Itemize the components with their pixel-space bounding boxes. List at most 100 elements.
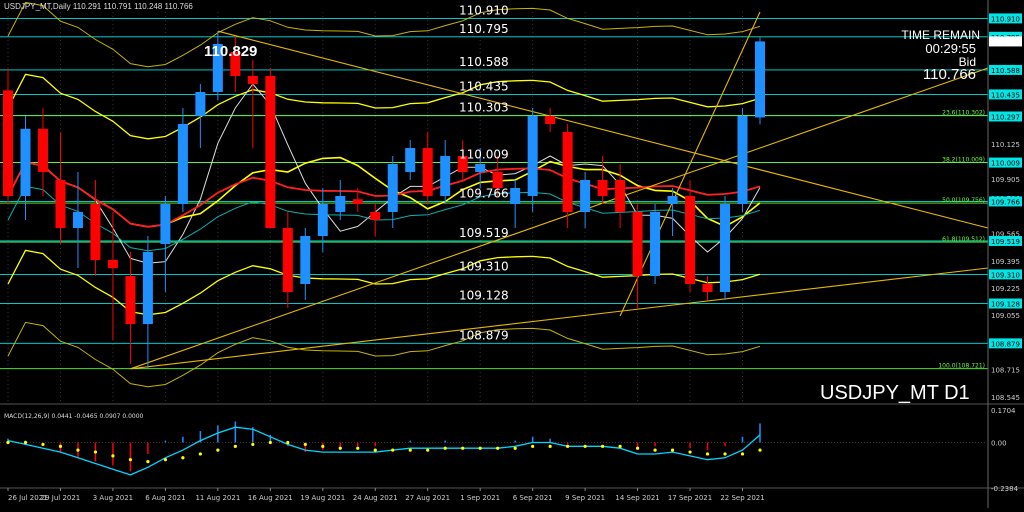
candle-body [3,90,13,196]
time-remain-value: 00:29:55 [925,41,976,56]
fib-labels: 23.6(110.302) 38.2(110.009) 50.0(109.756) 6… [938,110,985,370]
candle-body [755,41,765,118]
candle-body [405,148,416,172]
time-remain-label: TIME REMAIN [901,28,980,42]
macd-signal-dot [723,452,727,456]
candle-body [422,148,433,196]
price-tick: 109.055 [991,312,1020,320]
macd-signal-dot [758,448,762,452]
candle-body [527,116,538,196]
fib-label: 50.0(109.756) [942,197,985,204]
ma-fast [7,83,761,264]
macd-signal-dot [58,444,63,448]
price-tick: 109.905 [991,176,1020,184]
macd-line [7,426,761,476]
macd-signal-dot [513,446,517,450]
macd-signal-dot [461,446,465,450]
macd-tick: 0.1704 [991,407,1016,415]
level-label: 110.588 [459,55,509,69]
macd-signal-dot [566,444,570,448]
macd-signal-dot [216,448,220,452]
macd-signal-dot [531,444,535,448]
macd-signal-dot [76,448,80,452]
trendline [130,67,989,370]
level-label: 109.128 [459,289,509,303]
macd-signal-dot [356,446,360,450]
bid-price-tag [989,36,1022,47]
candle-body [667,196,678,204]
candle-body [352,199,363,204]
price-tick: 109.225 [991,285,1020,293]
candle-body [282,228,293,292]
fib-label: 23.6(110.302) [942,110,985,117]
time-label: 27 Aug 2021 [405,494,450,502]
candle-body [177,124,188,204]
macd-signal-dot [111,454,115,458]
fib-label: 100.0(108.721) [938,363,985,370]
bid-label: Bid [958,55,976,69]
price-tick: 109.395 [991,258,1020,266]
candle-body [685,196,696,284]
ma-teal [7,185,761,252]
candle-body [37,128,48,172]
price-tag-text: 109.310 [991,271,1020,279]
fib-label: 38.2(110.009) [942,157,985,164]
level-label: 109.310 [459,259,509,273]
macd-signal-dot [338,446,342,450]
macd-signal-dot [6,440,10,445]
price-tag-box [989,298,1022,309]
price-tag-box [989,338,1022,349]
candle-body [370,212,381,220]
price-tag-box [989,196,1022,207]
macd-signal-dot [670,448,675,452]
level-label: 109.519 [459,226,509,240]
macd-signal-dot [93,450,98,454]
time-label: 16 Aug 2021 [248,494,293,502]
macd-signal-dot [251,442,255,447]
price-tick: 110.125 [991,141,1020,149]
candle-body [597,180,608,196]
time-label: 1 Sep 2021 [460,494,500,502]
candlesticks [3,31,765,369]
candle-body [317,204,328,236]
macd-signal-dot [635,446,640,450]
candle-body [702,284,713,292]
price-tag-box [989,235,1022,246]
candle-body [300,236,311,284]
trendline [619,11,761,317]
time-label: 11 Aug 2021 [195,494,240,502]
time-label: 6 Aug 2021 [145,494,185,502]
bollinger-upper [7,73,761,140]
macd-signal-dot [373,448,377,452]
candle-body [265,76,276,228]
macd-tick: -0.2384 [991,485,1019,493]
macd-signal-dot [601,444,605,448]
candle-body [737,116,748,204]
price-tag-box [989,157,1022,168]
price-tag-box [989,13,1022,24]
candle-body [440,156,451,196]
level-label: 110.435 [459,79,509,93]
trendline [217,30,989,229]
candle-body [142,252,153,324]
price-tag-text: 110.910 [991,15,1020,23]
time-label: 9 Sep 2021 [565,494,605,502]
time-label: 22 Sep 2021 [720,494,764,502]
candle-body [475,164,486,172]
candle-body [55,180,66,228]
macd-signal-dot [705,452,710,456]
candle-body [107,260,118,268]
candle-body [492,172,503,188]
candle-body [20,128,31,196]
macd-signal-dot [181,456,185,460]
macd-signal-dot [268,440,272,445]
candle-body [247,76,258,84]
time-label: 24 Aug 2021 [353,494,398,502]
macd-signal-dot [286,440,290,445]
macd-signal-dot [496,446,500,450]
candle-body [650,212,661,276]
candle-body [545,116,556,124]
